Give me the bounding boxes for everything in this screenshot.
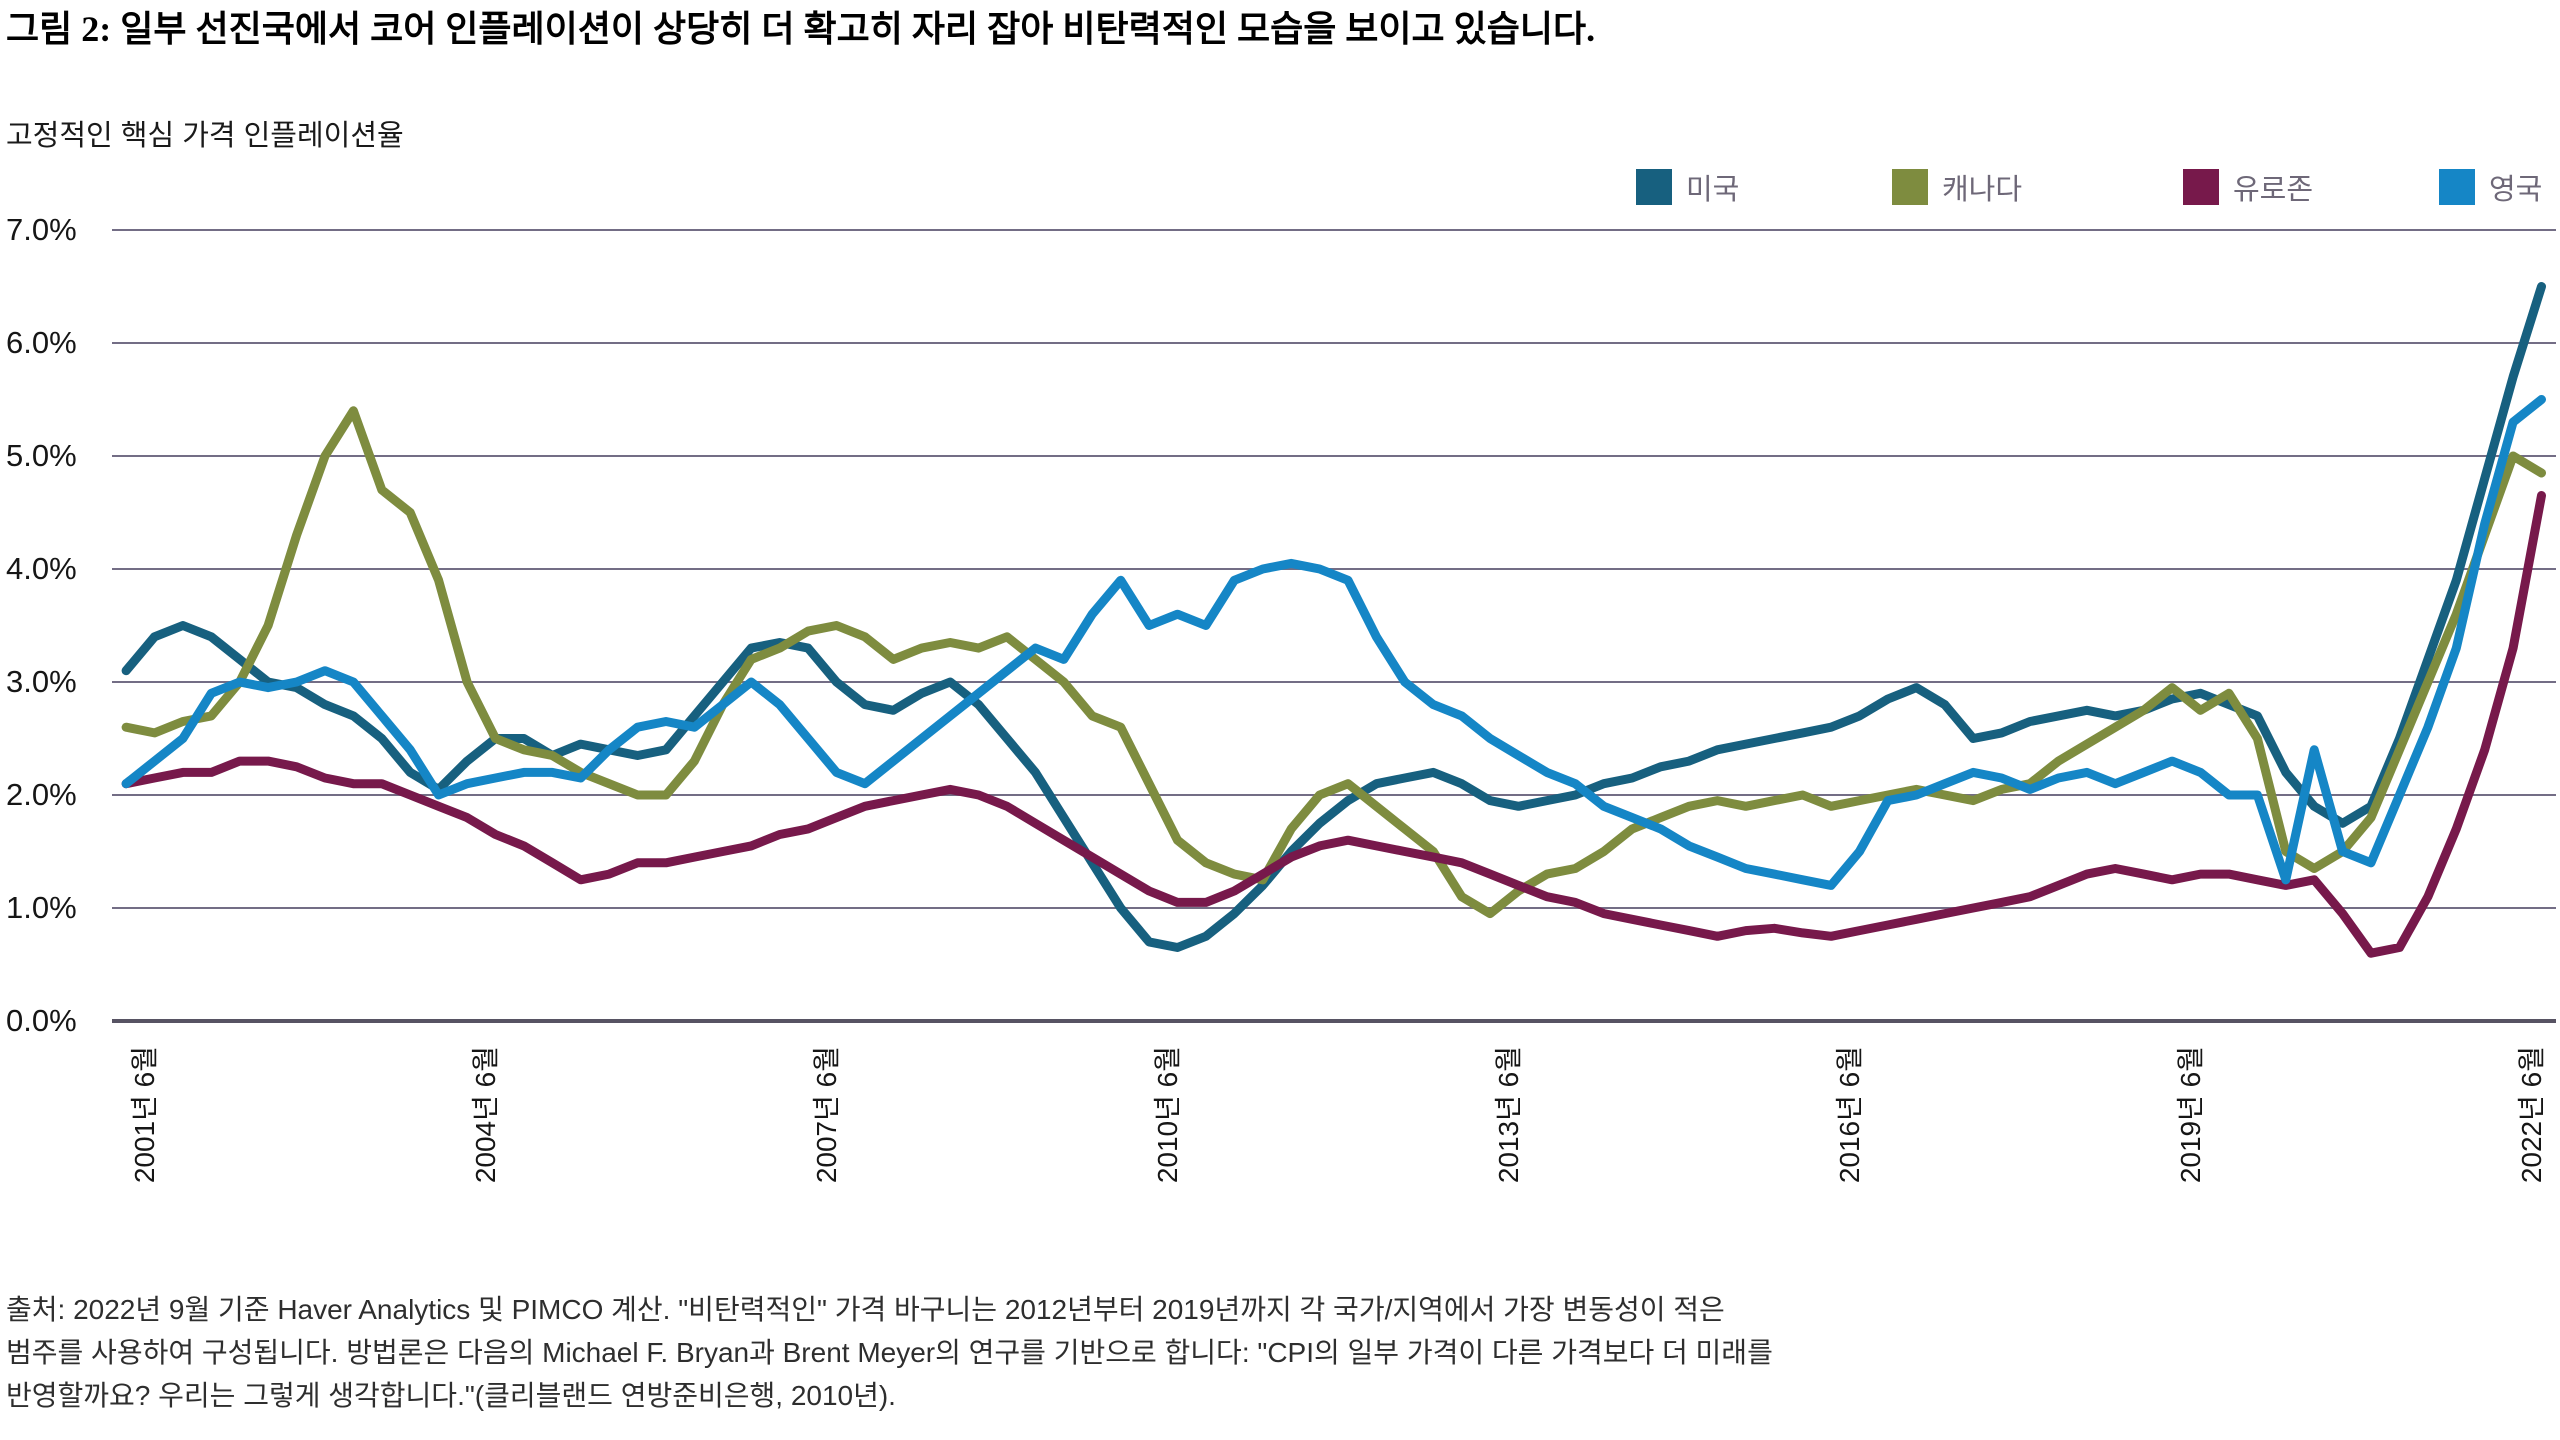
x-axis-tick-label: 2010년 6월 [1152,1046,1184,1184]
legend-label: 미국 [1686,174,1740,206]
x-axis-tick-label: 2016년 6월 [1834,1046,1866,1184]
legend-swatch-icon [1892,169,1928,205]
legend-swatch-icon [1636,169,1672,205]
figure-title: 그림 2: 일부 선진국에서 코어 인플레이션이 상당히 더 확고히 자리 잡아… [6,9,1596,49]
chart-subtitle: 고정적인 핵심 가격 인플레이션율 [6,120,404,152]
series-line-캐나다 [121,406,2546,919]
y-axis-tick-label: 6.0% [6,325,77,360]
series-line-미국 [121,282,2546,952]
legend-item-영국: 영국 [2439,167,2542,207]
y-axis-tick-label: 2.0% [6,777,77,812]
legend-label: 캐나다 [1942,174,2023,206]
y-axis-tick-label: 0.0% [6,1003,77,1038]
y-axis-tick-label: 4.0% [6,551,77,586]
legend-item-캐나다: 캐나다 [1892,167,2022,207]
x-axis-tick-label: 2022년 6월 [2516,1046,2548,1184]
source-note-line: 범주를 사용하여 구성됩니다. 방법론은 다음의 Michael F. Brya… [6,1337,1773,1368]
x-axis-tick-label: 2013년 6월 [1493,1046,1525,1184]
legend-label: 영국 [2489,174,2543,206]
y-axis-tick-label: 7.0% [6,212,77,247]
x-axis-tick-label: 2004년 6월 [470,1046,501,1184]
y-axis-tick-label: 5.0% [6,438,77,473]
source-note-line: 출처: 2022년 9월 기준 Haver Analytics 및 PIMCO … [6,1294,1725,1325]
legend-swatch-icon [2183,169,2219,205]
x-axis-tick-label: 2001년 6월 [129,1046,160,1184]
source-note: 출처: 2022년 9월 기준 Haver Analytics 및 PIMCO … [6,1288,2554,1417]
x-axis-tick-label: 2007년 6월 [811,1046,843,1184]
x-axis-tick-label: 2019년 6월 [2175,1046,2207,1184]
y-axis-tick-label: 1.0% [6,890,77,925]
legend-item-미국: 미국 [1636,167,1739,207]
legend-label: 유로존 [2233,174,2314,206]
series-line-유로존 [121,491,2546,958]
legend-swatch-icon [2439,169,2475,205]
series-line-영국 [121,395,2546,890]
source-note-line: 반영할까요? 우리는 그렇게 생각합니다."(클리블랜드 연방준비은행, 201… [6,1380,896,1411]
y-axis-tick-label: 3.0% [6,664,77,699]
legend-item-유로존: 유로존 [2183,167,2313,207]
